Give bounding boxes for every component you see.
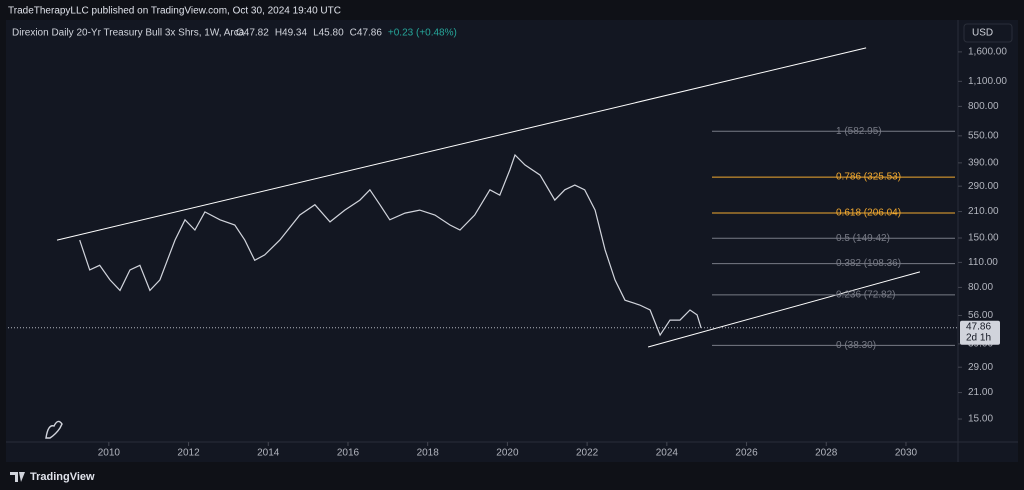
y-tick-label: 56.00: [968, 310, 993, 321]
fib-label: 0 (38.30): [836, 340, 876, 351]
x-tick-label: 2028: [815, 448, 838, 459]
y-tick-label: 21.00: [968, 387, 993, 398]
y-tick-label: 80.00: [968, 282, 993, 293]
fib-label: 0.236 (72.82): [836, 289, 896, 300]
price-line: [79, 153, 702, 337]
ohlc-value: L45.80: [313, 28, 344, 39]
fib-label: 0.5 (149.42): [836, 233, 890, 244]
x-tick-label: 2026: [735, 448, 758, 459]
x-tick-label: 2010: [98, 448, 121, 459]
tv-logo: [10, 472, 25, 482]
price-tag-value: 47.86: [966, 321, 991, 332]
x-tick-label: 2016: [337, 448, 360, 459]
y-tick-label: 110.00: [968, 257, 998, 268]
logo-dino: [45, 420, 63, 439]
ohlc-value: +0.23 (+0.48%): [388, 28, 457, 39]
y-tick-label: 1,100.00: [968, 76, 1007, 87]
x-tick-label: 2018: [417, 448, 440, 459]
ohlc-value: O47.82: [236, 28, 269, 39]
ohlc-value: C47.86: [350, 28, 383, 39]
x-tick-label: 2030: [895, 448, 918, 459]
ohlc-value: H49.34: [275, 28, 308, 39]
trendline: [647, 271, 921, 348]
fib-label: 1 (582.95): [836, 126, 882, 137]
y-tick-label: 290.00: [968, 181, 999, 192]
price-tag: [960, 320, 1000, 345]
x-tick-label: 2024: [656, 448, 679, 459]
x-tick-label: 2012: [177, 448, 200, 459]
y-tick-label: 390.00: [968, 158, 999, 169]
y-tick-label: 1,600.00: [968, 47, 1007, 58]
fib-label: 0.786 (325.53): [836, 172, 901, 183]
currency: USD: [972, 28, 993, 39]
fib-label: 0.382 (108.36): [836, 258, 901, 269]
chart-title: Direxion Daily 20-Yr Treasury Bull 3x Sh…: [12, 28, 245, 39]
trendline: [56, 47, 867, 241]
currency-box: [963, 23, 1013, 43]
plot: 1 (582.95) 0.786 (325.53) 0.618 (206.04) 0.…: [8, 47, 958, 351]
publisher: TradeTherapyLLC published on TradingView…: [8, 6, 341, 17]
footer-brand: TradingView: [30, 471, 95, 483]
x-tick-label: 2014: [257, 448, 280, 459]
y-tick-label: 29.00: [968, 362, 993, 373]
price-tag-countdown: 2d 1h: [966, 332, 991, 343]
y-tick-label: 150.00: [968, 233, 999, 244]
y-tick-label: 15.00: [968, 414, 993, 425]
y-tick-label: 210.00: [968, 206, 999, 217]
fib-label: 0.618 (206.04): [836, 208, 901, 219]
y-tick-label: 550.00: [968, 130, 999, 141]
ohlc: O47.82 H49.34 L45.80 C47.86 +0.23 (+0.48%): [236, 28, 457, 39]
x-tick-label: 2020: [496, 448, 519, 459]
y-tick-label: 800.00: [968, 101, 999, 112]
x-tick-label: 2022: [576, 448, 599, 459]
